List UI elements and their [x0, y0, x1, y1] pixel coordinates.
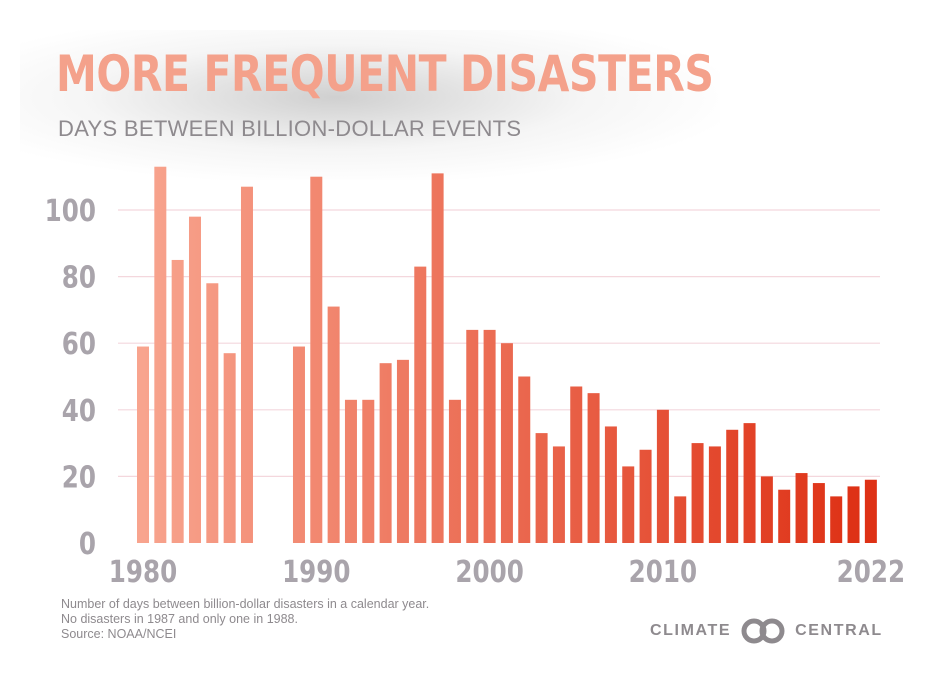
bars — [137, 166, 877, 543]
footnote-source: Source: NOAA/NCEI — [61, 627, 177, 641]
y-tick-label-100: 100 — [45, 195, 96, 229]
bar-1985 — [223, 353, 236, 543]
bar-1982 — [171, 259, 184, 543]
logo-text-central: CENTRAL — [795, 622, 883, 639]
y-tick-label-40: 40 — [62, 395, 96, 429]
bar-1981 — [154, 166, 167, 543]
chart-subtitle: DAYS BETWEEN BILLION-DOLLAR EVENTS — [58, 116, 522, 141]
bar-1996 — [414, 266, 427, 543]
bar-1990 — [310, 176, 323, 543]
bar-1993 — [362, 399, 375, 543]
y-axis: 0 20 40 60 80 100 — [45, 195, 96, 562]
bar-1984 — [206, 283, 219, 543]
bar-2002 — [518, 376, 531, 543]
bar-1986 — [240, 186, 253, 543]
chart-title: MORE FREQUENT DISASTERS — [56, 45, 714, 103]
bar-2022 — [864, 479, 877, 543]
climate-central-logo: CLIMATE CENTRAL — [650, 618, 883, 644]
bar-2014 — [726, 429, 739, 543]
logo-text-climate: CLIMATE — [650, 622, 732, 639]
bar-2008 — [622, 466, 635, 543]
bar-2012 — [691, 443, 704, 543]
bar-1989 — [292, 346, 305, 543]
bar-1994 — [379, 363, 392, 543]
bar-1980 — [137, 346, 149, 543]
x-axis: 1980 1990 2000 2010 2022 — [109, 556, 905, 590]
bar-1992 — [344, 399, 357, 543]
x-tick-label-1980: 1980 — [109, 556, 177, 590]
bar-1983 — [188, 216, 201, 543]
bar-2001 — [500, 343, 513, 543]
x-tick-label-2000: 2000 — [455, 556, 523, 590]
bar-2000 — [483, 329, 496, 543]
footnote-line-1: Number of days between billion-dollar di… — [61, 597, 430, 611]
y-tick-label-20: 20 — [62, 461, 96, 495]
y-tick-label-80: 80 — [62, 261, 96, 295]
bar-2010 — [656, 409, 669, 543]
x-tick-label-2010: 2010 — [629, 556, 697, 590]
bar-2011 — [674, 496, 687, 543]
bar-1998 — [448, 399, 461, 543]
bar-2004 — [552, 446, 565, 543]
y-tick-label-0: 0 — [79, 528, 96, 562]
bar-2019 — [812, 483, 825, 543]
bar-2018 — [795, 473, 808, 543]
footnote: Number of days between billion-dollar di… — [61, 597, 429, 642]
bar-2017 — [778, 489, 791, 543]
bar-1995 — [396, 359, 409, 543]
bar-2007 — [604, 426, 617, 543]
bar-2020 — [830, 496, 843, 543]
bar-2016 — [760, 476, 773, 543]
bar-2009 — [639, 449, 652, 543]
bar-1997 — [431, 173, 444, 543]
bar-2003 — [535, 433, 548, 543]
bar-2005 — [570, 386, 583, 543]
bar-2013 — [708, 446, 721, 543]
bar-1999 — [466, 329, 479, 543]
bar-2021 — [847, 486, 860, 543]
x-tick-label-1990: 1990 — [282, 556, 350, 590]
linked-rings-icon — [741, 618, 785, 644]
footnote-line-2: No disasters in 1987 and only one in 198… — [61, 612, 298, 626]
y-tick-label-60: 60 — [62, 328, 96, 362]
bar-2006 — [587, 393, 600, 543]
bar-1991 — [327, 306, 340, 543]
x-tick-label-2022: 2022 — [837, 556, 905, 590]
bar-2015 — [743, 423, 756, 543]
